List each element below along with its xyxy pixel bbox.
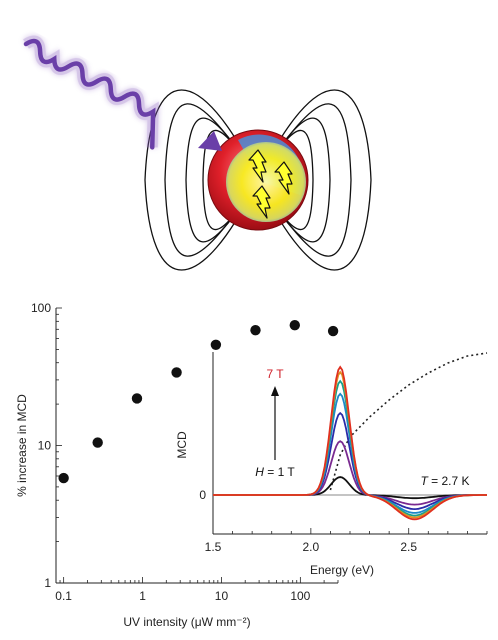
temperature-symbol: T xyxy=(420,474,429,488)
absorption-dotted-curve xyxy=(329,352,488,491)
inset-x-axis-label: Energy (eV) xyxy=(310,563,374,577)
x-tick-label: 10 xyxy=(215,589,229,603)
y-tick-label: 100 xyxy=(31,301,51,315)
inset-chart: 1.5 2.0 2.5 0 Energy (eV) MCD 7 T H = 1 T T = 2.… xyxy=(175,352,488,577)
data-point xyxy=(131,393,143,404)
x-tick-label: 1 xyxy=(139,589,146,603)
inset-y-axis-label: MCD xyxy=(175,431,189,459)
x-tick-label: 0.1 xyxy=(55,589,72,603)
x-tick-label: 100 xyxy=(290,589,310,603)
field-label-1t: H = 1 T xyxy=(255,465,295,479)
data-point xyxy=(58,472,69,484)
temperature-value: = 2.7 K xyxy=(428,474,470,488)
main-chart: 0.1 1 10 100 1 10 100 UV intensity (μW mm⁻²) % i… xyxy=(15,301,339,629)
y-tick-label: 10 xyxy=(38,439,52,453)
field-label-7t: 7 T xyxy=(266,367,284,381)
data-point xyxy=(210,339,222,350)
mcd-spectrum-line xyxy=(213,365,487,521)
nanocrystal-sphere-icon xyxy=(207,129,309,231)
field-value: = 1 T xyxy=(264,465,295,479)
illustration xyxy=(23,35,372,271)
data-point xyxy=(327,325,339,337)
uv-wave-icon xyxy=(23,35,222,151)
data-point xyxy=(250,324,261,336)
data-point xyxy=(171,367,182,378)
x-axis-label: UV intensity (μW mm⁻²) xyxy=(123,615,250,629)
data-point xyxy=(289,319,300,331)
inset-x-tick-label: 2.0 xyxy=(303,540,320,554)
inset-y-tick-label: 0 xyxy=(199,488,206,502)
inset-x-tick-label: 2.5 xyxy=(400,540,417,554)
y-axis-label: % increase in MCD xyxy=(15,394,29,497)
field-symbol: H xyxy=(255,465,264,479)
spin-arrow-icon xyxy=(248,149,293,219)
arrow-up-icon xyxy=(271,386,279,396)
data-point xyxy=(92,437,103,448)
inset-x-tick-label: 1.5 xyxy=(205,540,222,554)
temperature-label: T = 2.7 K xyxy=(420,474,469,488)
y-tick-label: 1 xyxy=(44,576,51,590)
